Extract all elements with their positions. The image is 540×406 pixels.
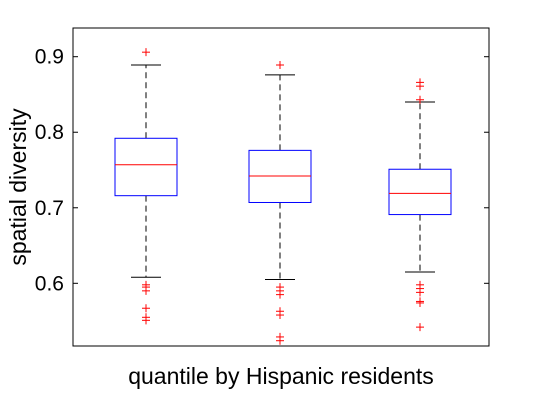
plot-area-frame — [72, 27, 490, 347]
outlier-marker — [276, 61, 284, 70]
iqr-box — [114, 137, 178, 197]
outlier-marker — [142, 316, 150, 325]
outlier-marker — [276, 290, 284, 299]
outlier-marker — [276, 311, 284, 320]
outlier-marker — [142, 48, 150, 57]
iqr-box — [388, 168, 452, 216]
outlier-marker — [142, 286, 150, 295]
box-series — [114, 48, 452, 345]
outlier-marker — [416, 298, 424, 307]
outlier-marker — [416, 323, 424, 332]
outlier-marker — [416, 95, 424, 104]
y-tick-label: 0.8 — [35, 121, 64, 144]
y-axis-ticks: 0.6 0.7 0.8 0.9 — [35, 46, 489, 295]
y-tick-label: 0.9 — [35, 46, 64, 69]
x-axis-label: quantile by Hispanic residents — [128, 363, 434, 389]
outlier-marker — [416, 288, 424, 297]
box-1 — [114, 48, 178, 325]
outlier-marker — [142, 304, 150, 313]
box-2 — [248, 61, 312, 345]
outlier-marker — [416, 82, 424, 91]
box-3 — [388, 78, 452, 332]
y-axis-label: spatial diversity — [5, 108, 31, 266]
y-tick-label: 0.7 — [35, 197, 64, 220]
outlier-marker — [276, 336, 284, 345]
y-tick-label: 0.6 — [35, 272, 64, 295]
